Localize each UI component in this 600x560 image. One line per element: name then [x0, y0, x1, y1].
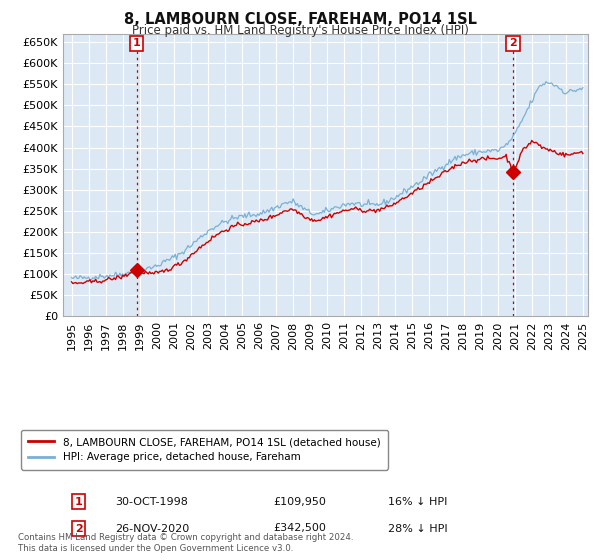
- Legend: 8, LAMBOURN CLOSE, FAREHAM, PO14 1SL (detached house), HPI: Average price, detac: 8, LAMBOURN CLOSE, FAREHAM, PO14 1SL (de…: [21, 430, 388, 469]
- Text: 30-OCT-1998: 30-OCT-1998: [115, 497, 188, 507]
- Text: 28% ↓ HPI: 28% ↓ HPI: [389, 524, 448, 534]
- Text: 8, LAMBOURN CLOSE, FAREHAM, PO14 1SL: 8, LAMBOURN CLOSE, FAREHAM, PO14 1SL: [124, 12, 476, 27]
- Text: Contains HM Land Registry data © Crown copyright and database right 2024.
This d: Contains HM Land Registry data © Crown c…: [18, 533, 353, 553]
- Text: 2: 2: [509, 39, 517, 49]
- Text: Price paid vs. HM Land Registry's House Price Index (HPI): Price paid vs. HM Land Registry's House …: [131, 24, 469, 36]
- Text: 1: 1: [133, 39, 140, 49]
- Text: 26-NOV-2020: 26-NOV-2020: [115, 524, 190, 534]
- Text: £109,950: £109,950: [273, 497, 326, 507]
- Text: £342,500: £342,500: [273, 524, 326, 534]
- Text: 1: 1: [75, 497, 83, 507]
- Text: 16% ↓ HPI: 16% ↓ HPI: [389, 497, 448, 507]
- Text: 2: 2: [75, 524, 83, 534]
